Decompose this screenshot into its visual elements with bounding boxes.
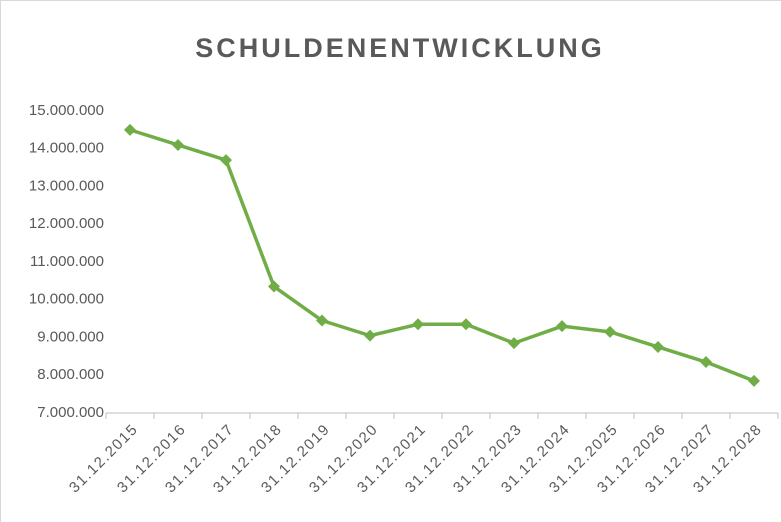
- marker: [316, 314, 328, 327]
- chart-title: SCHULDENENTWICKLUNG: [195, 33, 604, 63]
- marker: [508, 337, 520, 350]
- y-tick-label: 8.000.000: [37, 366, 104, 383]
- marker: [412, 318, 424, 331]
- y-tick-label: 13.000.000: [29, 177, 104, 194]
- marker: [268, 280, 280, 293]
- line: [129, 128, 755, 383]
- marker: [556, 320, 568, 333]
- marker: [604, 325, 616, 338]
- marker: [172, 138, 184, 151]
- marker: [124, 123, 136, 136]
- marker: [748, 374, 760, 387]
- marker: [700, 356, 712, 369]
- marker: [460, 318, 472, 331]
- y-tick-label: 12.000.000: [29, 215, 104, 232]
- y-tick-label: 9.000.000: [37, 328, 104, 345]
- y-tick-label: 7.000.000: [37, 404, 104, 421]
- y-tick-label: 10.000.000: [29, 291, 104, 308]
- marker: [364, 329, 376, 342]
- y-tick-label: 14.000.000: [29, 140, 104, 157]
- marker: [220, 154, 232, 167]
- y-tick-label: 11.000.000: [30, 253, 104, 270]
- y-tick-label: 15.000.000: [29, 102, 104, 119]
- marker: [652, 340, 664, 353]
